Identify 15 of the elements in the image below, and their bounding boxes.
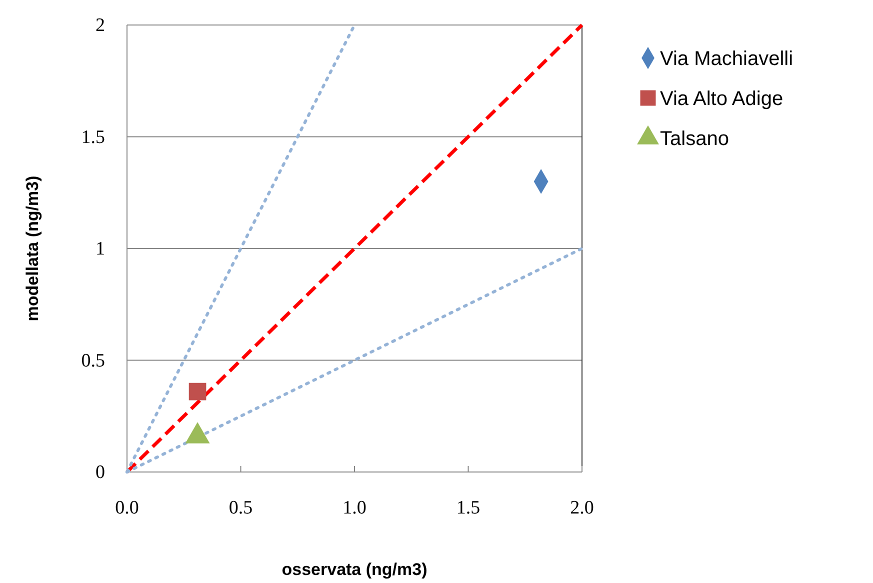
legend-label: Via Alto Adige <box>660 88 784 110</box>
legend-label: Via Machiavelli <box>660 48 794 70</box>
y-tick-label: 0 <box>96 462 105 484</box>
y-tick-label: 1.5 <box>81 126 105 148</box>
y-tick-label: 2 <box>96 15 105 36</box>
x-tick-label: 0.0 <box>115 497 139 518</box>
x-axis-title: osservata (ng/m3) <box>282 560 428 579</box>
legend-label: Talsano <box>660 128 729 150</box>
x-tick-label: 1.0 <box>342 497 366 518</box>
y-axis-title: modellata (ng/m3) <box>23 176 42 322</box>
x-tick-label: 2.0 <box>570 497 594 518</box>
y-tick-label: 1 <box>96 238 105 260</box>
x-tick-label: 1.5 <box>456 497 480 518</box>
y-tick-label: 0.5 <box>81 350 105 372</box>
x-tick-label: 0.5 <box>228 497 253 518</box>
